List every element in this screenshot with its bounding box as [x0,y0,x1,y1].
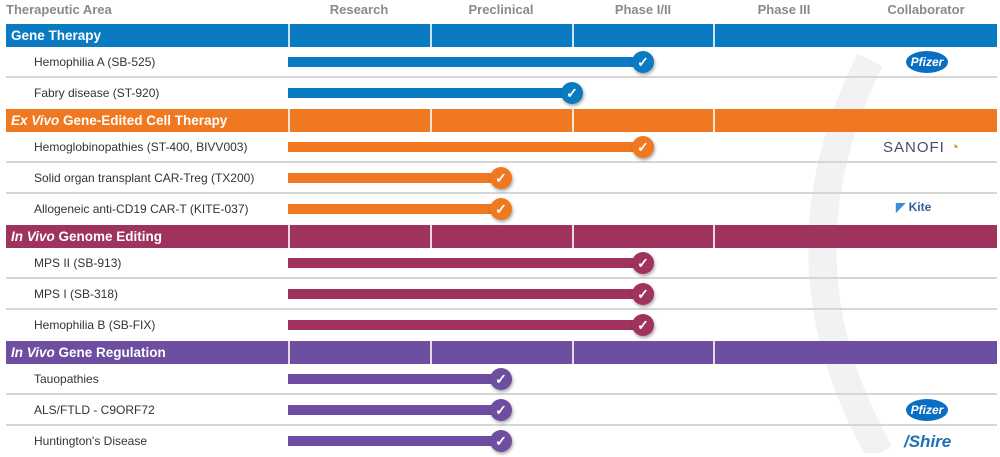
sanofi-logo: SANOFI ◔ [883,139,961,156]
progress-bar [288,320,637,330]
program-label: Allogeneic anti-CD19 CAR-T (KITE-037) [34,202,249,216]
progress-bar [288,405,495,415]
row-divider [6,76,997,78]
column-divider [288,225,290,248]
progress-bar [288,436,495,446]
program-row: Allogeneic anti-CD19 CAR-T (KITE-037) ✓ ◤ … [6,194,997,225]
pfizer-logo: Pfizer [906,51,948,73]
check-circle-icon: ✓ [632,51,654,73]
header-stage: Preclinical [468,2,534,17]
row-divider [6,277,997,279]
column-divider [288,341,290,364]
check-circle-icon: ✓ [490,368,512,390]
column-divider [572,225,574,248]
check-circle-icon: ✓ [632,136,654,158]
program-row: MPS I (SB-318) ✓ [6,279,997,310]
column-divider [430,341,432,364]
progress-bar [288,173,495,183]
progress-bar [288,374,495,384]
header-collaborator: Collaborator [887,2,965,17]
header-stage: Phase I/II [614,2,672,17]
row-divider [6,192,997,194]
row-divider [6,161,997,163]
column-divider [713,109,715,132]
group-band: Ex Vivo Gene-Edited Cell Therapy [6,109,997,132]
group-name-prefix: In Vivo [11,229,55,244]
program-row: Hemophilia B (SB-FIX) ✓ [6,310,997,341]
program-label: Hemophilia A (SB-525) [34,55,156,69]
progress-bar [288,289,637,299]
program-row: MPS II (SB-913) ✓ [6,248,997,279]
progress-bar [288,258,637,268]
progress-bar [288,88,566,98]
group-name: Gene-Edited Cell Therapy [59,113,228,128]
program-row: Hemoglobinopathies (ST-400, BIVV003) ✓ SAN… [6,132,997,163]
program-label: Hemoglobinopathies (ST-400, BIVV003) [34,140,248,154]
group-name: Gene Therapy [11,28,102,43]
program-label: ALS/FTLD - C9ORF72 [34,403,155,417]
progress-bar [288,142,637,152]
row-divider [6,308,997,310]
progress-bar [288,204,495,214]
group-band: In Vivo Genome Editing [6,225,997,248]
check-circle-icon: ✓ [490,399,512,421]
program-row: Tauopathies ✓ [6,364,997,395]
program-label: Hemophilia B (SB-FIX) [34,318,156,332]
group-name: Gene Regulation [54,345,166,360]
column-divider [572,109,574,132]
group-name-prefix: In Vivo [11,345,55,360]
check-circle-icon: ✓ [490,198,512,220]
column-divider [288,24,290,47]
program-row: ALS/FTLD - C9ORF72 ✓ Pfizer [6,395,997,426]
program-label: Solid organ transplant CAR-Treg (TX200) [34,171,255,185]
program-label: MPS I (SB-318) [34,287,119,301]
column-divider [572,24,574,47]
check-circle-icon: ✓ [490,167,512,189]
column-divider [713,24,715,47]
program-row: Huntington's Disease ✓ /Shire [6,426,997,457]
column-divider [430,109,432,132]
header-stage: Research [329,2,389,17]
group-name: Genome Editing [54,229,163,244]
program-label: MPS II (SB-913) [34,256,122,270]
column-divider [713,225,715,248]
program-row: Hemophilia A (SB-525) ✓ Pfizer [6,47,997,78]
header-therapeutic-area: Therapeutic Area [6,2,112,17]
row-divider [6,424,997,426]
column-divider [288,109,290,132]
check-circle-icon: ✓ [632,314,654,336]
column-divider [430,225,432,248]
header-stage: Phase III [757,2,811,17]
check-circle-icon: ✓ [561,82,583,104]
program-row: Solid organ transplant CAR-Treg (TX200) ✓ [6,163,997,194]
column-divider [572,341,574,364]
check-circle-icon: ✓ [632,283,654,305]
progress-bar [288,57,637,67]
program-label: Fabry disease (ST-920) [34,86,160,100]
check-circle-icon: ✓ [632,252,654,274]
pfizer-logo: Pfizer [906,399,948,421]
group-band: Gene Therapy [6,24,997,47]
shire-logo: /Shire [904,432,952,451]
program-row: Fabry disease (ST-920) ✓ [6,78,997,109]
program-label: Huntington's Disease [34,434,148,448]
group-band: In Vivo Gene Regulation [6,341,997,364]
program-label: Tauopathies [34,372,99,386]
group-name-prefix: Ex Vivo [11,113,60,128]
check-circle-icon: ✓ [490,430,512,452]
kite-logo: ◤ Kite [896,200,932,214]
column-divider [430,24,432,47]
column-divider [713,341,715,364]
row-divider [6,393,997,395]
